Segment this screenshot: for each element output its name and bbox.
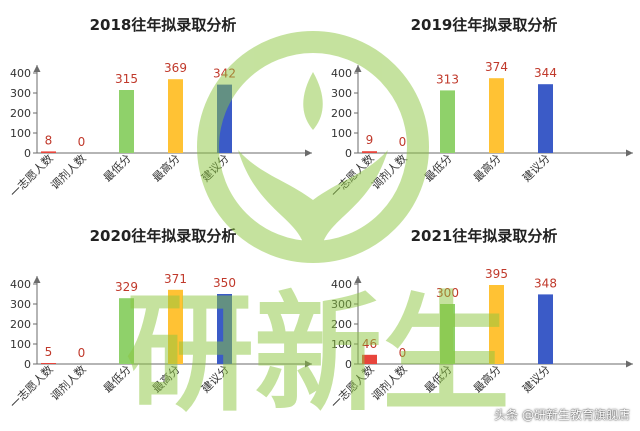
y-tick-label: 100 xyxy=(331,338,352,351)
watermark-emblem-ring xyxy=(197,31,429,263)
y-tick-label: 400 xyxy=(10,67,31,80)
value-label: 300 xyxy=(436,286,459,300)
value-label: 395 xyxy=(485,267,508,281)
y-axis-arrow xyxy=(33,276,41,283)
y-tick-label: 200 xyxy=(331,318,352,331)
value-label: 0 xyxy=(78,346,86,360)
x-axis-arrow xyxy=(626,360,633,368)
bar-4 xyxy=(489,285,504,364)
watermark-text: 研新生 xyxy=(126,280,510,429)
y-tick-label: 100 xyxy=(10,338,31,351)
bar-5 xyxy=(538,294,553,364)
y-axis-arrow xyxy=(33,65,41,72)
x-axis-arrow xyxy=(305,149,312,157)
value-label: 329 xyxy=(115,280,138,294)
category-label: 一志愿人数 xyxy=(8,363,56,411)
value-label: 0 xyxy=(78,135,86,149)
bar-1 xyxy=(41,363,56,364)
value-label: 350 xyxy=(213,276,236,290)
x-axis-arrow xyxy=(305,360,312,368)
y-tick-label: 0 xyxy=(24,358,31,371)
category-label: 最高分 xyxy=(149,151,182,184)
bar-3 xyxy=(440,90,455,153)
y-tick-label: 300 xyxy=(331,87,352,100)
value-label: 371 xyxy=(164,272,187,286)
x-axis-arrow xyxy=(626,149,633,157)
category-label: 一志愿人数 xyxy=(8,152,56,200)
value-label: 344 xyxy=(534,66,557,80)
chart-title: 2018往年拟录取分析 xyxy=(90,16,237,34)
bar-1 xyxy=(41,151,56,153)
value-label: 0 xyxy=(399,346,407,360)
bar-4 xyxy=(489,78,504,153)
y-tick-label: 100 xyxy=(10,127,31,140)
value-label: 369 xyxy=(164,61,187,75)
watermark-emblem-tree xyxy=(238,150,388,250)
y-tick-label: 0 xyxy=(345,147,352,160)
bar-1 xyxy=(362,354,377,364)
y-tick-label: 400 xyxy=(331,278,352,291)
y-tick-label: 0 xyxy=(345,358,352,371)
value-label: 46 xyxy=(362,337,377,351)
y-tick-label: 300 xyxy=(331,298,352,311)
value-label: 374 xyxy=(485,60,508,74)
category-label: 最高分 xyxy=(470,151,503,184)
bar-3 xyxy=(119,90,134,153)
value-label: 348 xyxy=(534,276,557,290)
y-tick-label: 300 xyxy=(10,87,31,100)
y-tick-label: 200 xyxy=(10,318,31,331)
y-tick-label: 200 xyxy=(331,107,352,120)
bar-5 xyxy=(538,84,553,153)
watermark-emblem-leaf xyxy=(303,72,323,130)
y-axis-arrow xyxy=(354,65,362,72)
value-label: 8 xyxy=(45,133,53,147)
category-label: 最低分 xyxy=(101,152,134,185)
watermark: 研新生 xyxy=(126,31,510,429)
value-label: 5 xyxy=(45,345,53,359)
y-tick-label: 200 xyxy=(10,107,31,120)
value-label: 313 xyxy=(436,72,459,86)
credit-text: 头条 @研新生教育旗舰店 xyxy=(494,408,630,422)
category-label: 调剂人数 xyxy=(48,362,89,403)
y-tick-label: 0 xyxy=(24,147,31,160)
y-tick-label: 300 xyxy=(10,298,31,311)
chart-title: 2020往年拟录取分析 xyxy=(90,227,237,245)
value-label: 0 xyxy=(399,135,407,149)
value-label: 9 xyxy=(366,133,374,147)
bar-5 xyxy=(217,294,232,364)
y-tick-label: 400 xyxy=(331,67,352,80)
y-tick-label: 100 xyxy=(331,127,352,140)
chart-title: 2019往年拟录取分析 xyxy=(411,16,558,34)
bar-3 xyxy=(119,298,134,364)
bar-4 xyxy=(168,289,183,364)
bar-1 xyxy=(362,151,377,153)
bar-3 xyxy=(440,304,455,364)
chart-title: 2021往年拟录取分析 xyxy=(411,227,558,245)
bar-4 xyxy=(168,79,183,153)
category-label: 建议分 xyxy=(519,362,552,395)
category-label: 建议分 xyxy=(519,151,552,184)
value-label: 315 xyxy=(115,72,138,86)
y-tick-label: 400 xyxy=(10,278,31,291)
y-axis-arrow xyxy=(354,276,362,283)
category-label: 调剂人数 xyxy=(48,151,89,192)
